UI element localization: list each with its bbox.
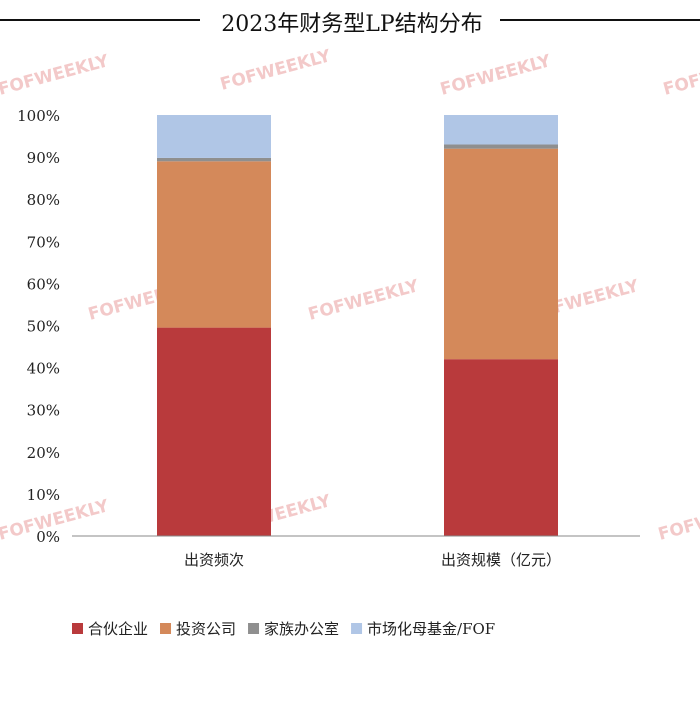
bar-segment-2-category-1	[157, 161, 271, 328]
bar-segment-3-category-2	[444, 144, 558, 149]
bar-segment-2-category-2	[444, 148, 558, 360]
y-tick-label: 50%	[27, 318, 60, 336]
watermark-text: FOFWEEKLY	[438, 51, 553, 100]
bar-segment-4-category-1	[157, 115, 271, 158]
x-tick-label: 出资频次	[184, 551, 244, 569]
y-axis: 0% 10% 20% 30% 40% 50% 60% 70% 80% 90% 100%	[17, 107, 60, 546]
watermark-text: FOFWEEKLY	[0, 51, 111, 100]
legend: 合伙企业 投资公司 家族办公室 市场化母基金/FOF	[72, 620, 495, 638]
legend-label: 市场化母基金/FOF	[367, 620, 495, 638]
bar-segment-1-category-1	[157, 327, 271, 536]
y-tick-label: 10%	[27, 486, 60, 504]
legend-label: 家族办公室	[264, 620, 339, 638]
bar-segment-3-category-1	[157, 157, 271, 162]
y-tick-label: 90%	[27, 149, 60, 167]
chart-title: 2023年财务型LP结构分布	[221, 12, 482, 37]
watermark-text: FOFWEEKLY	[306, 276, 421, 325]
y-tick-label: 40%	[27, 360, 60, 378]
legend-swatch	[72, 623, 83, 634]
legend-label: 投资公司	[176, 620, 236, 638]
y-tick-label: 100%	[17, 107, 60, 125]
bar-segment-1-category-2	[444, 359, 558, 536]
watermark-text: FOFWEEKLY	[656, 496, 700, 545]
watermark-layer: FOFWEEKLY FOFWEEKLY FOFWEEKLY FOFWEEKLY FOFW…	[0, 46, 700, 545]
legend-swatch	[351, 623, 363, 634]
y-tick-label: 70%	[27, 233, 60, 251]
x-tick-label: 出资规模（亿元）	[441, 551, 561, 569]
legend-label: 合伙企业	[88, 620, 148, 638]
y-tick-label: 0%	[36, 528, 60, 546]
bar-segment-4-category-2	[444, 115, 558, 145]
y-tick-label: 30%	[27, 402, 60, 420]
watermark-text: FOFWEEKLY	[661, 51, 700, 100]
legend-swatch	[248, 623, 260, 634]
legend-swatch	[160, 623, 172, 634]
y-tick-label: 80%	[27, 191, 60, 209]
watermark-text: FOFWEEKLY	[218, 46, 333, 95]
y-tick-label: 60%	[27, 275, 60, 293]
x-axis-labels: 出资频次 出资规模（亿元）	[184, 551, 561, 569]
y-tick-label: 20%	[27, 444, 60, 462]
bars-layer	[157, 115, 558, 536]
